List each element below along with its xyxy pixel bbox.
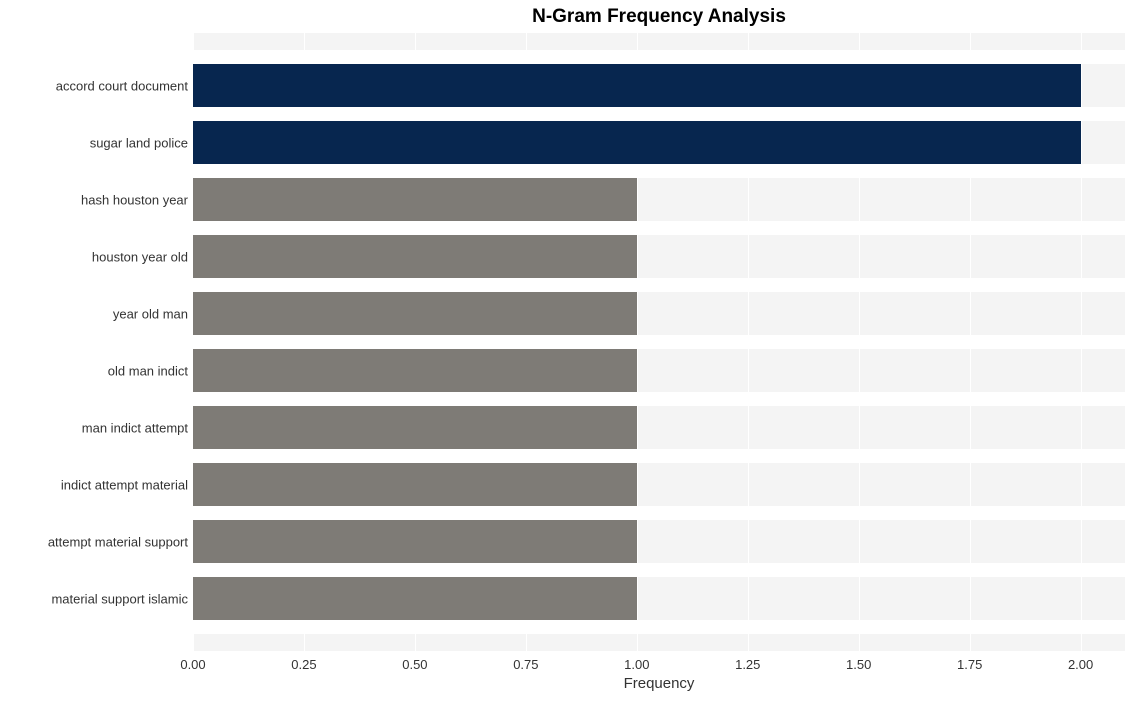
x-tick-label: 1.25 (735, 657, 760, 672)
bars-layer (193, 33, 1125, 651)
plot-area (193, 33, 1125, 651)
y-tick-label: old man indict (108, 363, 188, 378)
bar (193, 121, 1081, 164)
x-tick-label: 0.75 (513, 657, 538, 672)
y-tick-label: man indict attempt (82, 420, 188, 435)
chart-title: N-Gram Frequency Analysis (193, 6, 1125, 28)
bar (193, 292, 637, 335)
bar (193, 406, 637, 449)
bar (193, 64, 1081, 107)
bar (193, 463, 637, 506)
x-tick-label: 0.25 (291, 657, 316, 672)
x-tick-label: 0.50 (402, 657, 427, 672)
bar (193, 349, 637, 392)
y-tick-label: attempt material support (48, 534, 188, 549)
x-tick-label: 1.75 (957, 657, 982, 672)
x-axis-title: Frequency (193, 675, 1125, 692)
x-tick-label: 1.50 (846, 657, 871, 672)
x-tick-label: 1.00 (624, 657, 649, 672)
y-tick-label: indict attempt material (61, 477, 188, 492)
ngram-frequency-chart: N-Gram Frequency Analysis Frequency acco… (0, 0, 1134, 701)
y-tick-label: year old man (113, 306, 188, 321)
y-tick-label: houston year old (92, 249, 188, 264)
bar (193, 235, 637, 278)
y-tick-label: accord court document (56, 78, 188, 93)
bar (193, 577, 637, 620)
y-tick-label: hash houston year (81, 192, 188, 207)
y-tick-label: material support islamic (51, 591, 188, 606)
x-tick-label: 0.00 (180, 657, 205, 672)
x-tick-label: 2.00 (1068, 657, 1093, 672)
bar (193, 520, 637, 563)
y-tick-label: sugar land police (90, 135, 188, 150)
bar (193, 178, 637, 221)
